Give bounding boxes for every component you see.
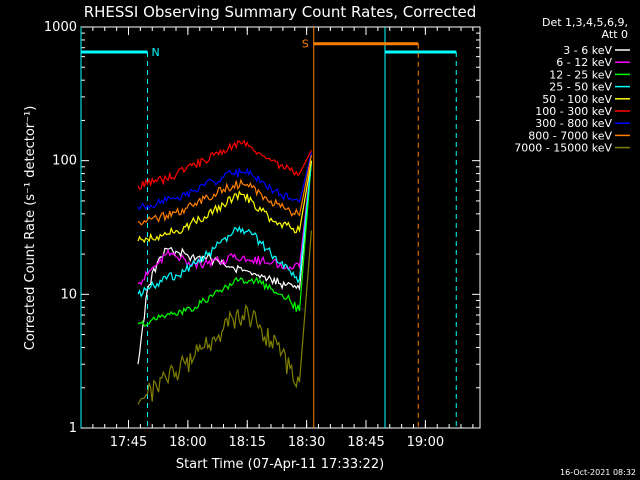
legend-entry-label: 3 - 6 keV bbox=[563, 44, 612, 57]
series-line bbox=[137, 152, 312, 211]
legend-entry-label: 6 - 12 keV bbox=[556, 56, 612, 69]
y-tick-label: 1 bbox=[69, 421, 77, 436]
series-line bbox=[137, 139, 312, 190]
series-line bbox=[137, 160, 312, 327]
legend-entry-label: 50 - 100 keV bbox=[542, 93, 612, 106]
x-tick-label: 19:00 bbox=[407, 435, 444, 450]
x-axis-label: Start Time (07-Apr-11 17:33:22) bbox=[176, 457, 384, 472]
series-line bbox=[137, 160, 312, 286]
observing-markers: NS bbox=[80, 27, 457, 428]
x-tick-label: 18:45 bbox=[347, 435, 384, 450]
legend-header-line-1: Det 1,3,4,5,6,9, bbox=[542, 16, 628, 29]
legend-entry-label: 100 - 300 keV bbox=[535, 105, 612, 118]
legend-header-line-2: Att 0 bbox=[602, 28, 628, 41]
y-axis: 1 10 100 1000 bbox=[44, 20, 480, 436]
series-line bbox=[137, 160, 312, 298]
y-tick-label: 100 bbox=[52, 154, 77, 169]
legend-entry-label: 25 - 50 keV bbox=[549, 81, 612, 94]
render-timestamp: 16-Oct-2021 08:32 bbox=[560, 468, 636, 477]
y-axis-label: Corrected Count Rate (s⁻¹ detector⁻¹) bbox=[23, 106, 38, 351]
legend-entry-label: 800 - 7000 keV bbox=[528, 129, 612, 142]
x-tick-label: 17:45 bbox=[110, 435, 147, 450]
y-tick-label: 10 bbox=[60, 287, 77, 302]
x-tick-label: 18:00 bbox=[169, 435, 206, 450]
marker-label: N bbox=[152, 46, 160, 59]
y-tick-label: 1000 bbox=[44, 20, 77, 35]
series-line bbox=[137, 154, 312, 226]
legend-entry-label: 300 - 800 keV bbox=[535, 117, 612, 130]
marker-label: S bbox=[302, 38, 309, 51]
legend-entry-label: 12 - 25 keV bbox=[549, 68, 612, 81]
x-tick-label: 18:15 bbox=[229, 435, 266, 450]
series-lines bbox=[137, 139, 312, 405]
series-line bbox=[137, 230, 312, 405]
chart-title: RHESSI Observing Summary Count Rates, Co… bbox=[84, 3, 477, 21]
x-axis: 17:45 18:00 18:15 18:30 18:45 19:00 bbox=[92, 27, 474, 450]
legend-entry-label: 7000 - 15000 keV bbox=[514, 142, 612, 155]
series-line bbox=[137, 160, 312, 244]
series-line bbox=[137, 160, 312, 365]
x-tick-label: 18:30 bbox=[288, 435, 325, 450]
